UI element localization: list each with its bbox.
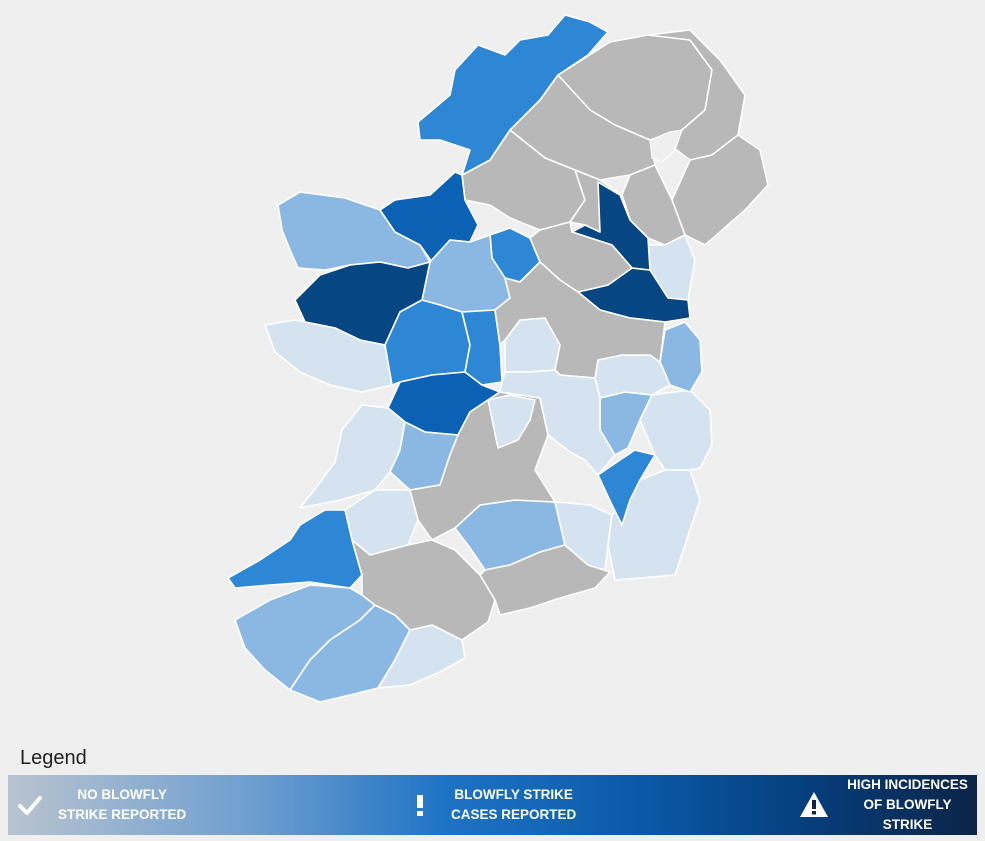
county-longford[interactable] bbox=[529, 221, 633, 293]
county-kerry-north[interactable] bbox=[227, 509, 363, 589]
county-waterford[interactable] bbox=[479, 544, 611, 616]
county-cork[interactable] bbox=[351, 539, 496, 641]
legend-item-line1: BLOWFLY STRIKE bbox=[454, 787, 573, 802]
legend-item-no-strike: NO BLOWFLY STRIKE REPORTED bbox=[16, 775, 186, 835]
county-sligo[interactable] bbox=[379, 171, 479, 263]
legend-item-cases: BLOWFLY STRIKE CASES REPORTED bbox=[413, 775, 576, 835]
legend-item-line1: HIGH INCIDENCES bbox=[847, 777, 968, 792]
county-wicklow[interactable] bbox=[639, 389, 713, 471]
exclamation-icon bbox=[413, 791, 427, 819]
county-wexford-north[interactable] bbox=[597, 449, 656, 526]
lough-neagh bbox=[649, 129, 683, 163]
map-svg bbox=[227, 14, 769, 703]
county-laois[interactable] bbox=[499, 369, 616, 476]
check-icon bbox=[16, 791, 44, 819]
county-waterford-east[interactable] bbox=[554, 501, 613, 571]
legend-item-line1: NO BLOWFLY bbox=[77, 787, 167, 802]
legend-item-line2: STRIKE REPORTED bbox=[58, 807, 187, 822]
legend-bar: NO BLOWFLY STRIKE REPORTED BLOWFLY STRIK… bbox=[8, 775, 977, 835]
legend-item-line2: OF BLOWFLY STRIKE bbox=[863, 797, 952, 832]
legend-title: Legend bbox=[20, 747, 87, 769]
county-donegal[interactable] bbox=[417, 14, 609, 176]
ireland-map bbox=[227, 14, 769, 703]
warning-triangle-icon bbox=[798, 790, 830, 820]
county-offaly[interactable] bbox=[494, 261, 666, 379]
county-clare[interactable] bbox=[299, 404, 406, 509]
legend-item-line2: CASES REPORTED bbox=[451, 807, 577, 822]
legend-item-high: HIGH INCIDENCES OF BLOWFLY STRIKE bbox=[798, 775, 977, 835]
county-tipperary-north[interactable] bbox=[487, 394, 536, 449]
